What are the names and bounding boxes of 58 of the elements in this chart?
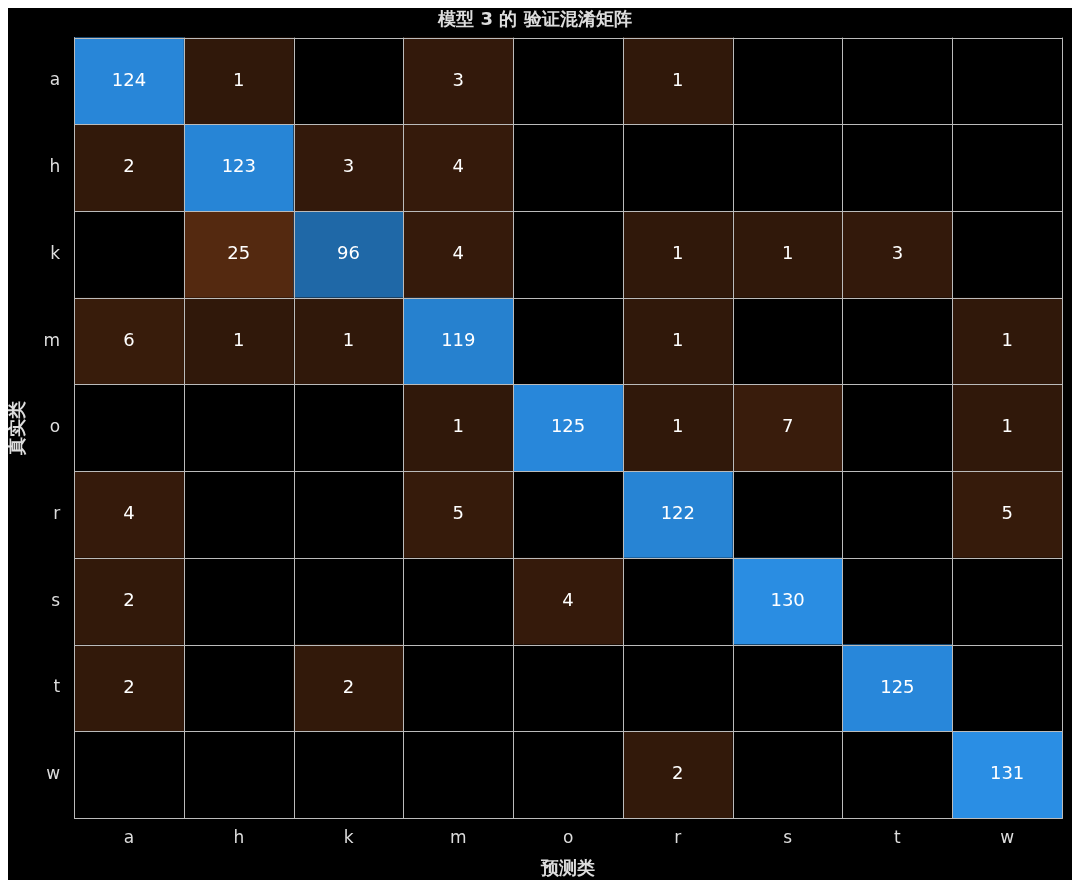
data-label: 25 [227,242,251,264]
data-label: 119 [441,328,476,350]
data-label: 130 [770,588,805,610]
x-tick-label: k [343,826,354,847]
data-label: 2 [123,155,135,177]
x-tick-label: t [894,826,902,847]
data-label: 6 [123,328,135,350]
x-tick-label: w [1000,826,1015,847]
data-label: 96 [337,242,361,264]
data-label: 131 [989,762,1025,784]
x-tick-label: m [450,826,467,847]
data-label: 123 [221,155,256,177]
data-label: 5 [452,502,465,524]
x-tick-label: s [783,826,793,847]
y-tick-label: o [49,416,61,437]
data-label: 125 [550,415,586,437]
x-tick-label: o [562,826,574,847]
y-tick-label: r [53,502,61,523]
data-label: 1 [672,415,684,437]
data-label: 1 [1001,415,1013,437]
chart-title: 模型 3 的 验证混淆矩阵 [437,8,632,30]
data-label: 3 [452,68,465,90]
data-label: 1 [233,68,245,90]
data-label: 4 [452,242,465,264]
data-label: 122 [660,502,696,524]
y-tick-label: w [46,763,61,784]
data-label: 4 [452,155,465,177]
x-tick-label: a [123,826,135,847]
y-tick-label: m [43,329,61,350]
x-axis-title: 预测类 [540,856,596,878]
data-label: 1 [233,328,245,350]
data-label: 125 [880,675,915,697]
data-label: 5 [1001,502,1013,524]
y-tick-label: a [49,69,61,90]
data-label: 1 [1001,328,1013,350]
data-label: 2 [672,762,684,784]
data-label: 7 [781,415,794,437]
data-label: 4 [562,588,574,610]
data-label: 124 [111,68,147,90]
data-label: 2 [123,588,135,610]
data-label: 4 [123,502,135,524]
data-label: 3 [342,155,355,177]
y-tick-label: t [53,676,61,697]
data-label: 1 [342,328,355,350]
data-label: 1 [452,415,465,437]
data-label: 1 [672,68,684,90]
data-label: 2 [123,675,135,697]
data-label: 1 [672,242,684,264]
data-label: 1 [781,242,794,264]
y-tick-label: k [50,242,61,263]
data-label: 3 [891,242,904,264]
x-tick-label: r [674,826,682,847]
data-label: 2 [342,675,355,697]
data-label: 1 [672,328,684,350]
x-tick-label: h [233,826,245,847]
y-axis-title: 真实类 [6,400,28,456]
y-tick-label: h [49,156,61,177]
y-tick-label: s [51,589,61,610]
